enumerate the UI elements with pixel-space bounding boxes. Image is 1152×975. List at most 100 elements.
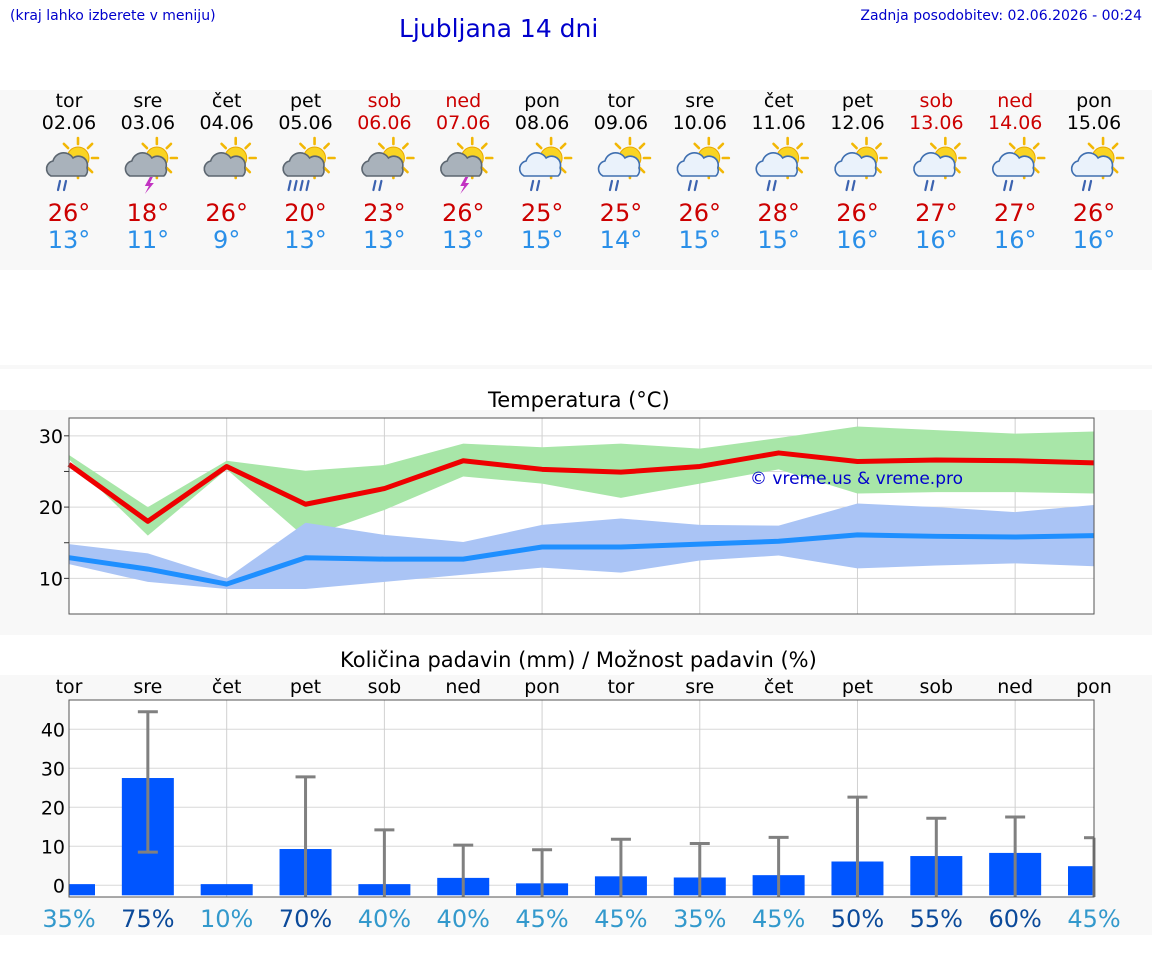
precipitation-day-label: sob (368, 676, 402, 698)
sun-ray (953, 142, 961, 150)
forecast-min-temp: 15° (757, 226, 800, 254)
sun-cloud-rain-icon (676, 136, 731, 192)
sun-ray (62, 142, 70, 150)
raindrop (851, 179, 856, 192)
lightning (144, 177, 154, 194)
sun-ray (693, 142, 701, 150)
location-note[interactable]: (kraj lahko izberete v meniju) (10, 8, 216, 24)
raindrop (372, 179, 377, 192)
last-updated: Zadnja posodobitev: 02.06.2026 - 00:24 (860, 8, 1142, 24)
forecast-max-temp: 26° (205, 199, 248, 227)
sun-ray (796, 166, 804, 174)
sun-ray (86, 142, 94, 150)
temperature-chart: 10 20 30 © vreme.us & vreme.pro (39, 417, 1095, 615)
raindrop (924, 179, 929, 192)
raindrop (378, 179, 383, 192)
cloud (45, 152, 89, 177)
sun-cloud-rain-icon (991, 136, 1046, 192)
sun-ray (401, 142, 409, 150)
forecast-min-temp: 16° (836, 226, 879, 254)
forecast-day-name: pet (290, 90, 321, 112)
precipitation-probability: 10% (200, 905, 253, 933)
forecast-date: 08.06 (515, 112, 569, 134)
precipitation-day-label: pon (524, 676, 560, 698)
sun-ray (796, 142, 804, 150)
precipitation-probability: 45% (594, 905, 647, 933)
forecast-day-name: sob (920, 90, 954, 112)
forecast-date: 14.06 (988, 112, 1042, 134)
forecast-day-name: pet (842, 90, 873, 112)
sun-ray (456, 142, 464, 150)
sun-cloud-rain-icon (755, 136, 809, 192)
sun-ray (638, 166, 646, 174)
sun-ray (953, 166, 961, 174)
forecast-min-temp: 16° (994, 226, 1037, 254)
temperature-plot-frame (68, 417, 1095, 615)
raindrop (287, 179, 292, 192)
forecast-min-temp: 13° (48, 226, 91, 254)
forecast-max-temp: 26° (442, 199, 485, 227)
sun-ray (535, 142, 543, 150)
precipitation-bar (200, 884, 253, 896)
sun-cloud-thunder-icon (124, 136, 179, 194)
forecast-min-temp: 11° (127, 226, 170, 254)
cloud (203, 152, 246, 177)
raindrop (687, 179, 692, 192)
lightning (460, 177, 470, 194)
precipitation-y-tick-label: 40 (41, 719, 65, 741)
precipitation-probability: 45% (1067, 905, 1120, 933)
raindrop (930, 179, 935, 192)
raindrop (305, 179, 310, 192)
forecast-date: 12.06 (830, 112, 884, 134)
cloud (597, 152, 641, 177)
raindrop (529, 179, 535, 192)
precipitation-day-label: sob (920, 676, 954, 698)
sun-ray (141, 142, 149, 150)
precipitation-y-tick-label: 20 (41, 797, 65, 819)
raindrop (614, 179, 620, 192)
sun-ray (480, 166, 488, 174)
cloud (440, 152, 483, 177)
forecast-date: 07.06 (436, 112, 490, 134)
cloud (1070, 152, 1114, 177)
precipitation-probability: 35% (673, 905, 726, 933)
temperature-y-tick-label: 30 (39, 426, 63, 448)
precipitation-day-label: ned (997, 676, 1033, 698)
precipitation-y-tick-label: 10 (41, 836, 65, 858)
precipitation-probability: 40% (437, 905, 490, 933)
forecast-row: tor02.0626°13°sre03.0618°11°čet04.0626°9… (42, 90, 1125, 254)
raindrop (608, 179, 614, 192)
temperature-y-tick-label: 10 (39, 568, 63, 590)
sun-ray (377, 142, 385, 150)
sun-ray (323, 166, 330, 174)
forecast-day-name: sre (133, 90, 162, 112)
raindrop (535, 179, 541, 192)
sun-cloud-rain-icon (834, 136, 888, 192)
sun-cloud-rain-icon (361, 136, 415, 192)
forecast-day-name: pon (524, 90, 560, 112)
sun-ray (323, 142, 330, 150)
raindrop (293, 179, 298, 192)
forecast-date: 13.06 (909, 112, 963, 134)
forecast-max-temp: 26° (48, 199, 91, 227)
sun-ray (1087, 142, 1095, 150)
raindrop (299, 179, 304, 192)
temperature-y-tick-label: 20 (39, 497, 63, 519)
max-temperature-band (69, 426, 1094, 538)
sun-ray (165, 166, 173, 174)
forecast-min-temp: 13° (284, 226, 327, 254)
precipitation-y-tick-label: 30 (41, 758, 65, 780)
raindrop (1081, 179, 1087, 192)
precipitation-day-label: tor (56, 676, 83, 698)
sun-ray (220, 142, 228, 150)
raindrop (56, 179, 62, 192)
forecast-band (0, 90, 1152, 270)
cloud (124, 152, 168, 177)
